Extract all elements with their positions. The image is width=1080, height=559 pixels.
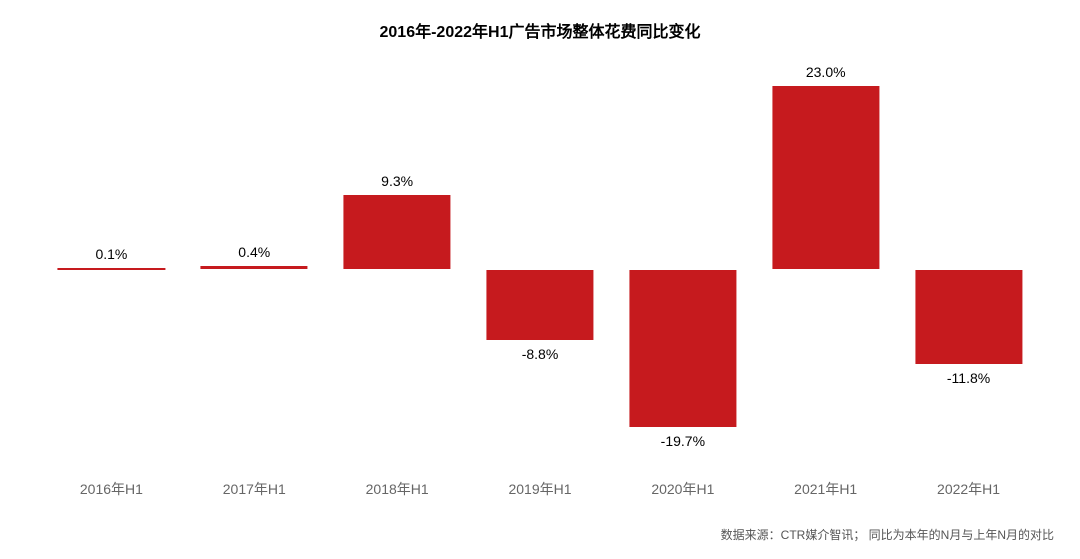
bar-slot: 0.4%	[183, 70, 326, 469]
source-note: 数据来源：CTR媒介智讯； 同比为本年的N月与上年N月的对比	[721, 526, 1054, 543]
bar	[58, 268, 165, 270]
bar-slot: -8.8%	[469, 70, 612, 469]
x-axis-label: 2016年H1	[80, 479, 143, 499]
x-axis-label: 2021年H1	[794, 479, 857, 499]
bar	[629, 270, 736, 427]
plot-area: 0.1% 0.4% 9.3% -8.8% -19.7% 23.0% -11.8%	[40, 70, 1040, 469]
x-axis-label: 2017年H1	[223, 479, 286, 499]
x-axis-label: 2018年H1	[366, 479, 429, 499]
x-axis-labels: 2016年H1 2017年H1 2018年H1 2019年H1 2020年H1 2021年…	[40, 479, 1040, 499]
bar	[344, 195, 451, 269]
bar	[772, 86, 879, 270]
chart-title: 2016年-2022年H1广告市场整体花费同比变化	[0, 18, 1080, 42]
x-axis-label: 2019年H1	[508, 479, 571, 499]
bar	[201, 266, 308, 269]
bar	[915, 270, 1022, 364]
bar-slot: -11.8%	[897, 70, 1040, 469]
bar-value-label: 9.3%	[381, 173, 413, 189]
bar-slot: 23.0%	[754, 70, 897, 469]
x-axis-label: 2020年H1	[651, 479, 714, 499]
bar-value-label: 0.1%	[95, 246, 127, 262]
chart-container: 2016年-2022年H1广告市场整体花费同比变化 0.1% 0.4% 9.3% -8…	[0, 0, 1080, 559]
bar-slot: 9.3%	[326, 70, 469, 469]
bar-value-label: 23.0%	[806, 64, 846, 80]
x-axis-label: 2022年H1	[937, 479, 1000, 499]
bar-value-label: -8.8%	[522, 346, 559, 362]
bar-value-label: -11.8%	[947, 370, 990, 386]
bar	[486, 270, 593, 340]
bar-value-label: 0.4%	[238, 244, 270, 260]
bar-slot: -19.7%	[611, 70, 754, 469]
bar-slot: 0.1%	[40, 70, 183, 469]
bar-value-label: -19.7%	[661, 433, 705, 449]
